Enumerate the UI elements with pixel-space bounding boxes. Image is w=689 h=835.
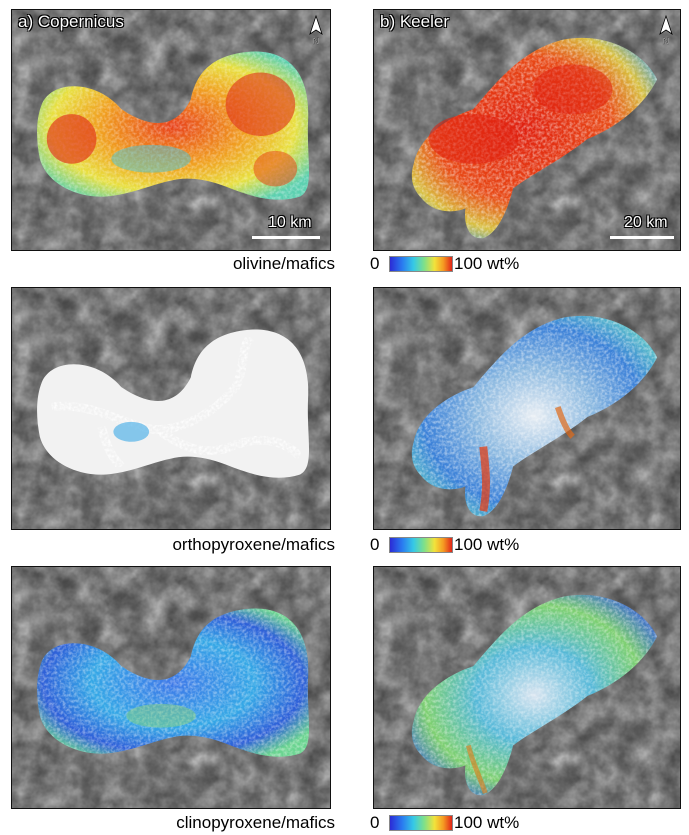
north-label: N (313, 36, 320, 46)
colorbar (389, 537, 453, 553)
copernicus-clinopyroxene-image (12, 567, 330, 808)
north-label: N (663, 36, 670, 46)
row-label-orthopyroxene: orthopyroxene/mafics (172, 535, 335, 554)
copernicus-olivine-panel: a) Copernicus N 10 km (11, 9, 331, 251)
colorbar-max-label: 100 wt% (454, 254, 520, 273)
north-arrow-icon: N (659, 14, 673, 46)
scalebar-keeler (610, 236, 674, 239)
colorbar-max-label: 100 wt% (454, 813, 520, 832)
keeler-orthopyroxene-image (374, 288, 680, 529)
keeler-olivine-panel: b) Keeler N 20 km (373, 9, 681, 251)
copernicus-orthopyroxene-image (12, 288, 330, 529)
copernicus-olivine-image (12, 10, 330, 250)
copernicus-clinopyroxene-panel (11, 566, 331, 809)
colorbar-min-label: 0 (370, 535, 380, 554)
keeler-clinopyroxene-panel (373, 566, 681, 809)
colorbar-min-label: 0 (370, 254, 380, 273)
scalebar-label-keeler: 20 km (624, 214, 668, 231)
scalebar-label-copernicus: 10 km (268, 214, 312, 231)
keeler-clinopyroxene-image (374, 567, 680, 808)
panel-label-copernicus: a) Copernicus (18, 12, 124, 31)
colorbar (389, 815, 453, 831)
copernicus-orthopyroxene-panel (11, 287, 331, 530)
keeler-olivine-image (374, 10, 680, 250)
colorbar-min-label: 0 (370, 813, 380, 832)
colorbar-max-label: 100 wt% (454, 535, 520, 554)
row-label-olivine: olivine/mafics (232, 254, 335, 273)
colorbar (389, 256, 453, 272)
keeler-orthopyroxene-panel (373, 287, 681, 530)
scalebar-copernicus (252, 236, 320, 239)
row-label-clinopyroxene: clinopyroxene/mafics (176, 813, 335, 832)
north-arrow-icon: N (309, 14, 323, 46)
panel-label-keeler: b) Keeler (380, 12, 449, 31)
